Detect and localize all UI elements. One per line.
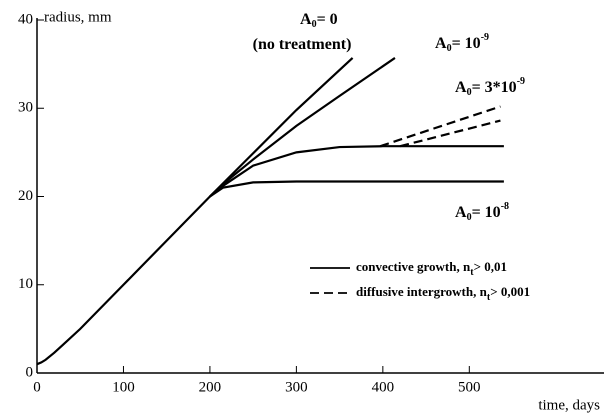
y-axis-label: radius, mm xyxy=(44,9,112,25)
text-part: = 10 xyxy=(452,35,481,52)
text-part: A xyxy=(455,204,467,221)
text-part: diffusive intergrowth, n xyxy=(356,284,488,299)
text-part: t xyxy=(487,292,491,303)
annotation: (no treatment) xyxy=(253,36,352,53)
text-part: convective growth, n xyxy=(356,259,471,274)
y-tick-label: 10 xyxy=(18,276,33,292)
text-part: = 10 xyxy=(472,204,501,221)
annotation: A0= 10-8 xyxy=(455,201,509,223)
x-tick-label: 200 xyxy=(199,379,222,395)
y-tick-label: 40 xyxy=(18,11,33,27)
x-tick-label: 500 xyxy=(458,379,481,395)
line xyxy=(379,105,501,148)
y-tick-label: 20 xyxy=(18,188,33,204)
text-part: t xyxy=(470,267,474,278)
text-part: -8 xyxy=(501,201,509,212)
text-part: = 3*10 xyxy=(472,79,517,96)
annotation: A0= 0 xyxy=(300,11,338,31)
legend-label: diffusive intergrowth, nt> 0,001 xyxy=(356,284,530,303)
text-part: (no treatment) xyxy=(253,36,352,53)
line xyxy=(209,57,396,198)
text-part: 0 xyxy=(447,43,452,54)
y-tick-label: 30 xyxy=(18,100,33,116)
x-tick-label: 400 xyxy=(372,379,395,395)
line xyxy=(399,119,501,148)
text-part: 0 xyxy=(467,87,472,98)
x-tick-label: 300 xyxy=(285,379,308,395)
x-tick-label: 100 xyxy=(112,379,135,395)
line xyxy=(209,180,504,198)
y-tick-label: 0 xyxy=(26,364,34,380)
text-part: > 0,001 xyxy=(490,284,530,299)
annotation: A0= 3*10-9 xyxy=(455,76,525,98)
annotation: A0= 10-9 xyxy=(435,32,489,54)
text-part: A xyxy=(300,11,312,28)
text-part: -9 xyxy=(481,32,489,43)
x-tick-label: 0 xyxy=(33,379,41,395)
text-part: -9 xyxy=(517,76,525,87)
text-part: 0 xyxy=(467,212,472,223)
text-part: > 0,01 xyxy=(474,259,507,274)
legend-label: convective growth, nt> 0,01 xyxy=(356,259,507,278)
line xyxy=(36,57,354,366)
text-part: A xyxy=(435,35,447,52)
text-part: 0 xyxy=(312,19,317,30)
x-axis-label: time, days xyxy=(538,397,600,413)
text-part: A xyxy=(455,79,467,96)
text-part: = 0 xyxy=(317,11,338,28)
